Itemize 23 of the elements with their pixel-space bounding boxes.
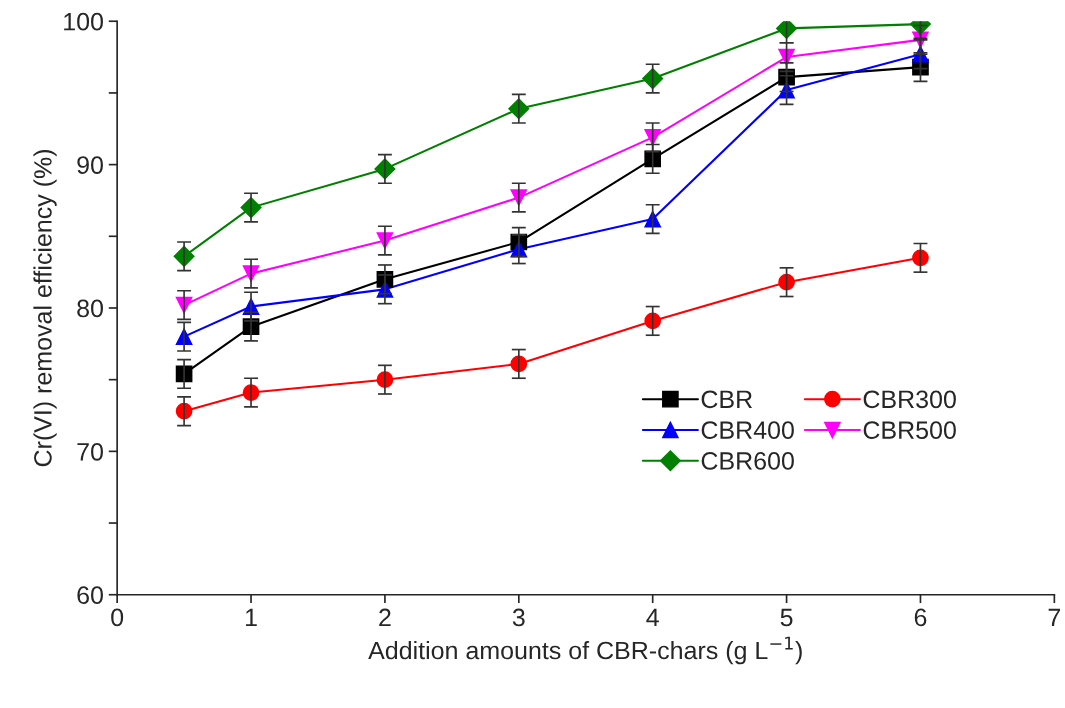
y-axis-title: Cr(VI) removal efficiency (%) (33, 150, 57, 467)
legend-label: CBR500 (863, 421, 956, 439)
x-tick-label: 7 (1048, 608, 1061, 627)
x-tick-label: 4 (646, 608, 659, 627)
x-tick-label: 0 (111, 608, 124, 627)
y-tick-label: 60 (77, 586, 103, 605)
legend-label: CBR (701, 390, 753, 409)
y-tick-label: 100 (64, 12, 103, 31)
x-tick-label: 5 (780, 608, 793, 627)
legend-label: CBR600 (701, 452, 794, 470)
x-tick-label: 1 (245, 608, 257, 627)
y-tick-label: 90 (77, 156, 103, 174)
point (912, 249, 929, 267)
y-tick-label: 80 (77, 299, 103, 318)
x-tick-label: 2 (379, 608, 391, 627)
point (778, 273, 795, 291)
point (776, 21, 798, 39)
legend-label: CBR300 (863, 390, 956, 409)
y-tick-label: 70 (77, 442, 103, 461)
x-axis-title: Addition amounts of CBR-chars (g L$^{−1}$) (368, 636, 802, 665)
legend-label: CBR400 (701, 421, 794, 439)
x-tick-label: 6 (914, 608, 927, 627)
x-tick-label: 3 (512, 608, 525, 627)
